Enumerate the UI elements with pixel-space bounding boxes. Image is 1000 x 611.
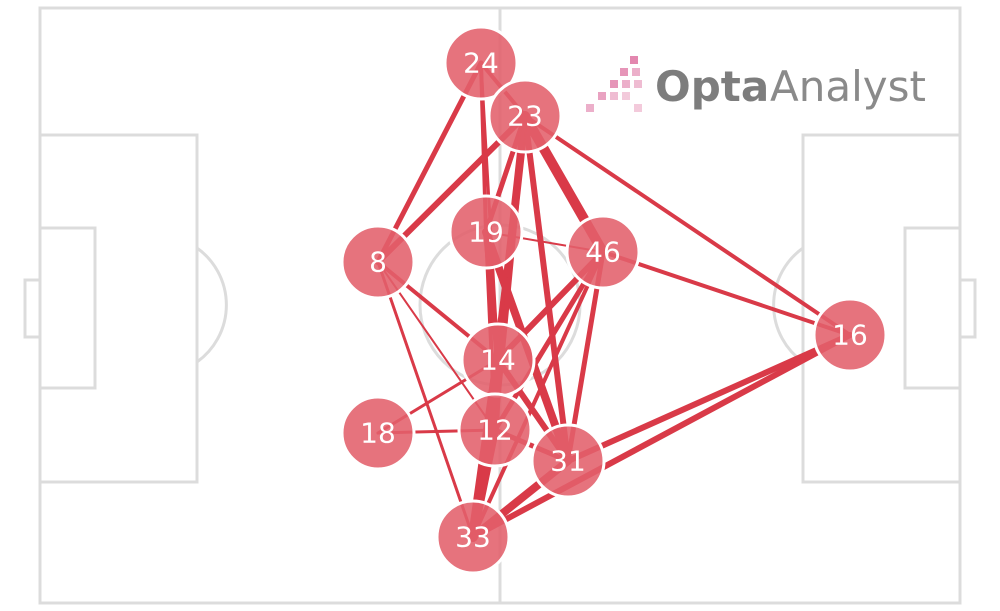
penalty-arc	[196, 246, 228, 364]
pass-line	[376, 260, 475, 539]
player-number: 19	[468, 216, 504, 249]
player-number: 33	[455, 521, 491, 554]
player-number: 14	[480, 344, 516, 377]
penalty-arc	[772, 246, 804, 364]
goal	[23, 278, 42, 339]
player-node	[448, 194, 524, 270]
pass-line	[601, 250, 852, 337]
six-yard-box	[38, 226, 97, 390]
pass-line	[470, 332, 853, 540]
player-node	[812, 297, 888, 373]
player-number: 16	[832, 319, 868, 352]
player-node	[565, 214, 641, 290]
logo-product: Analyst	[770, 62, 926, 111]
player-number: 24	[463, 47, 499, 80]
logo-icon	[586, 56, 642, 112]
player-node	[340, 395, 416, 471]
passes	[375, 60, 853, 542]
pass-line	[565, 332, 853, 464]
goal	[958, 278, 977, 339]
player-number: 46	[585, 236, 621, 269]
player-node	[530, 423, 606, 499]
player-number: 23	[507, 100, 543, 133]
player-number: 18	[360, 417, 396, 450]
player-number: 12	[477, 414, 513, 447]
pass-line	[523, 114, 852, 337]
player-node	[435, 499, 511, 575]
player-number: 8	[369, 246, 387, 279]
pass-line	[522, 113, 571, 464]
player-node	[457, 392, 533, 468]
player-number: 31	[550, 445, 586, 478]
logo: Opta Analyst	[586, 56, 926, 112]
six-yard-box	[903, 226, 962, 390]
player-node	[340, 224, 416, 300]
penalty-box	[38, 133, 199, 484]
pitch	[23, 6, 977, 605]
player-node	[443, 25, 519, 101]
logo-brand: Opta	[655, 62, 769, 111]
pass-line	[471, 250, 605, 539]
player-node	[487, 78, 563, 154]
